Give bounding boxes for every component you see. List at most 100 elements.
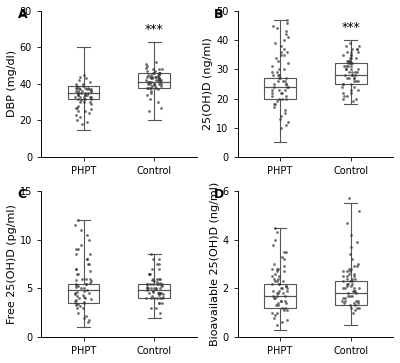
Point xyxy=(280,66,287,72)
Point xyxy=(346,278,353,284)
Point xyxy=(83,281,89,286)
Point xyxy=(346,58,352,64)
Point xyxy=(278,43,284,49)
Point xyxy=(88,86,95,92)
Point xyxy=(355,49,362,55)
Point xyxy=(283,249,289,255)
Point xyxy=(156,276,162,282)
Point xyxy=(278,113,284,119)
Point xyxy=(350,288,357,294)
Point xyxy=(74,293,80,299)
Point xyxy=(353,298,359,303)
Point xyxy=(78,242,84,248)
Point xyxy=(148,252,154,257)
Point xyxy=(148,74,155,79)
Point xyxy=(353,239,360,245)
Point xyxy=(150,276,156,282)
Point xyxy=(276,116,283,122)
Point xyxy=(346,195,352,201)
Point xyxy=(346,58,352,64)
Bar xyxy=(335,281,366,305)
Point xyxy=(154,77,161,83)
Point xyxy=(150,288,156,294)
Point xyxy=(348,90,354,95)
Point xyxy=(353,95,359,101)
Point xyxy=(145,271,152,277)
Point xyxy=(352,72,358,78)
Point xyxy=(270,261,277,267)
Point xyxy=(276,75,282,81)
Point xyxy=(148,293,155,299)
Point xyxy=(282,305,289,311)
Point xyxy=(76,295,83,301)
Point xyxy=(270,293,276,299)
Point xyxy=(73,266,79,272)
Point xyxy=(345,271,352,277)
Point xyxy=(84,256,90,262)
Point xyxy=(283,31,290,37)
Point xyxy=(346,75,352,81)
Point xyxy=(152,74,158,79)
Point xyxy=(142,77,149,83)
Point xyxy=(275,276,281,282)
Point xyxy=(275,58,282,64)
Point xyxy=(150,70,156,76)
Point xyxy=(348,55,354,61)
Point xyxy=(147,88,154,94)
Point xyxy=(339,298,346,303)
Point xyxy=(77,94,83,99)
Point xyxy=(345,61,352,66)
Point xyxy=(284,84,290,90)
Point xyxy=(88,94,94,99)
Point xyxy=(268,273,275,279)
Point xyxy=(282,95,289,101)
Point xyxy=(86,110,92,116)
Point xyxy=(149,266,156,272)
Point xyxy=(276,273,282,279)
Text: B: B xyxy=(214,8,224,21)
Point xyxy=(73,105,79,111)
Text: ***: *** xyxy=(145,23,164,36)
Point xyxy=(156,77,163,83)
Point xyxy=(154,74,161,79)
Point xyxy=(86,280,93,285)
Point xyxy=(156,261,162,267)
Point xyxy=(282,298,288,303)
Point xyxy=(146,79,152,85)
Point xyxy=(85,90,92,96)
Point xyxy=(280,268,287,274)
Point xyxy=(80,292,86,298)
Point xyxy=(275,78,281,84)
Point xyxy=(72,246,79,252)
Point xyxy=(272,295,278,301)
Point xyxy=(82,95,88,101)
Point xyxy=(156,266,162,272)
Point xyxy=(274,266,281,272)
Bar xyxy=(138,284,170,298)
Point xyxy=(346,61,353,66)
Point xyxy=(72,285,79,290)
Point xyxy=(78,227,84,233)
Point xyxy=(274,322,280,328)
Point xyxy=(147,281,153,286)
Point xyxy=(79,121,86,127)
Point xyxy=(346,266,352,272)
Point xyxy=(73,105,80,111)
Point xyxy=(72,252,79,257)
Point xyxy=(73,266,79,272)
Point xyxy=(88,296,94,302)
Point xyxy=(283,307,290,313)
Point xyxy=(281,307,287,313)
Point xyxy=(72,94,78,99)
Point xyxy=(144,81,151,87)
Point xyxy=(72,298,78,304)
Point xyxy=(158,83,164,89)
Point xyxy=(83,313,89,318)
Point xyxy=(84,232,91,238)
Point xyxy=(149,76,156,81)
Point xyxy=(281,293,288,299)
Point xyxy=(279,285,285,291)
Point xyxy=(86,317,92,322)
Point xyxy=(143,295,149,301)
Point xyxy=(281,249,287,255)
